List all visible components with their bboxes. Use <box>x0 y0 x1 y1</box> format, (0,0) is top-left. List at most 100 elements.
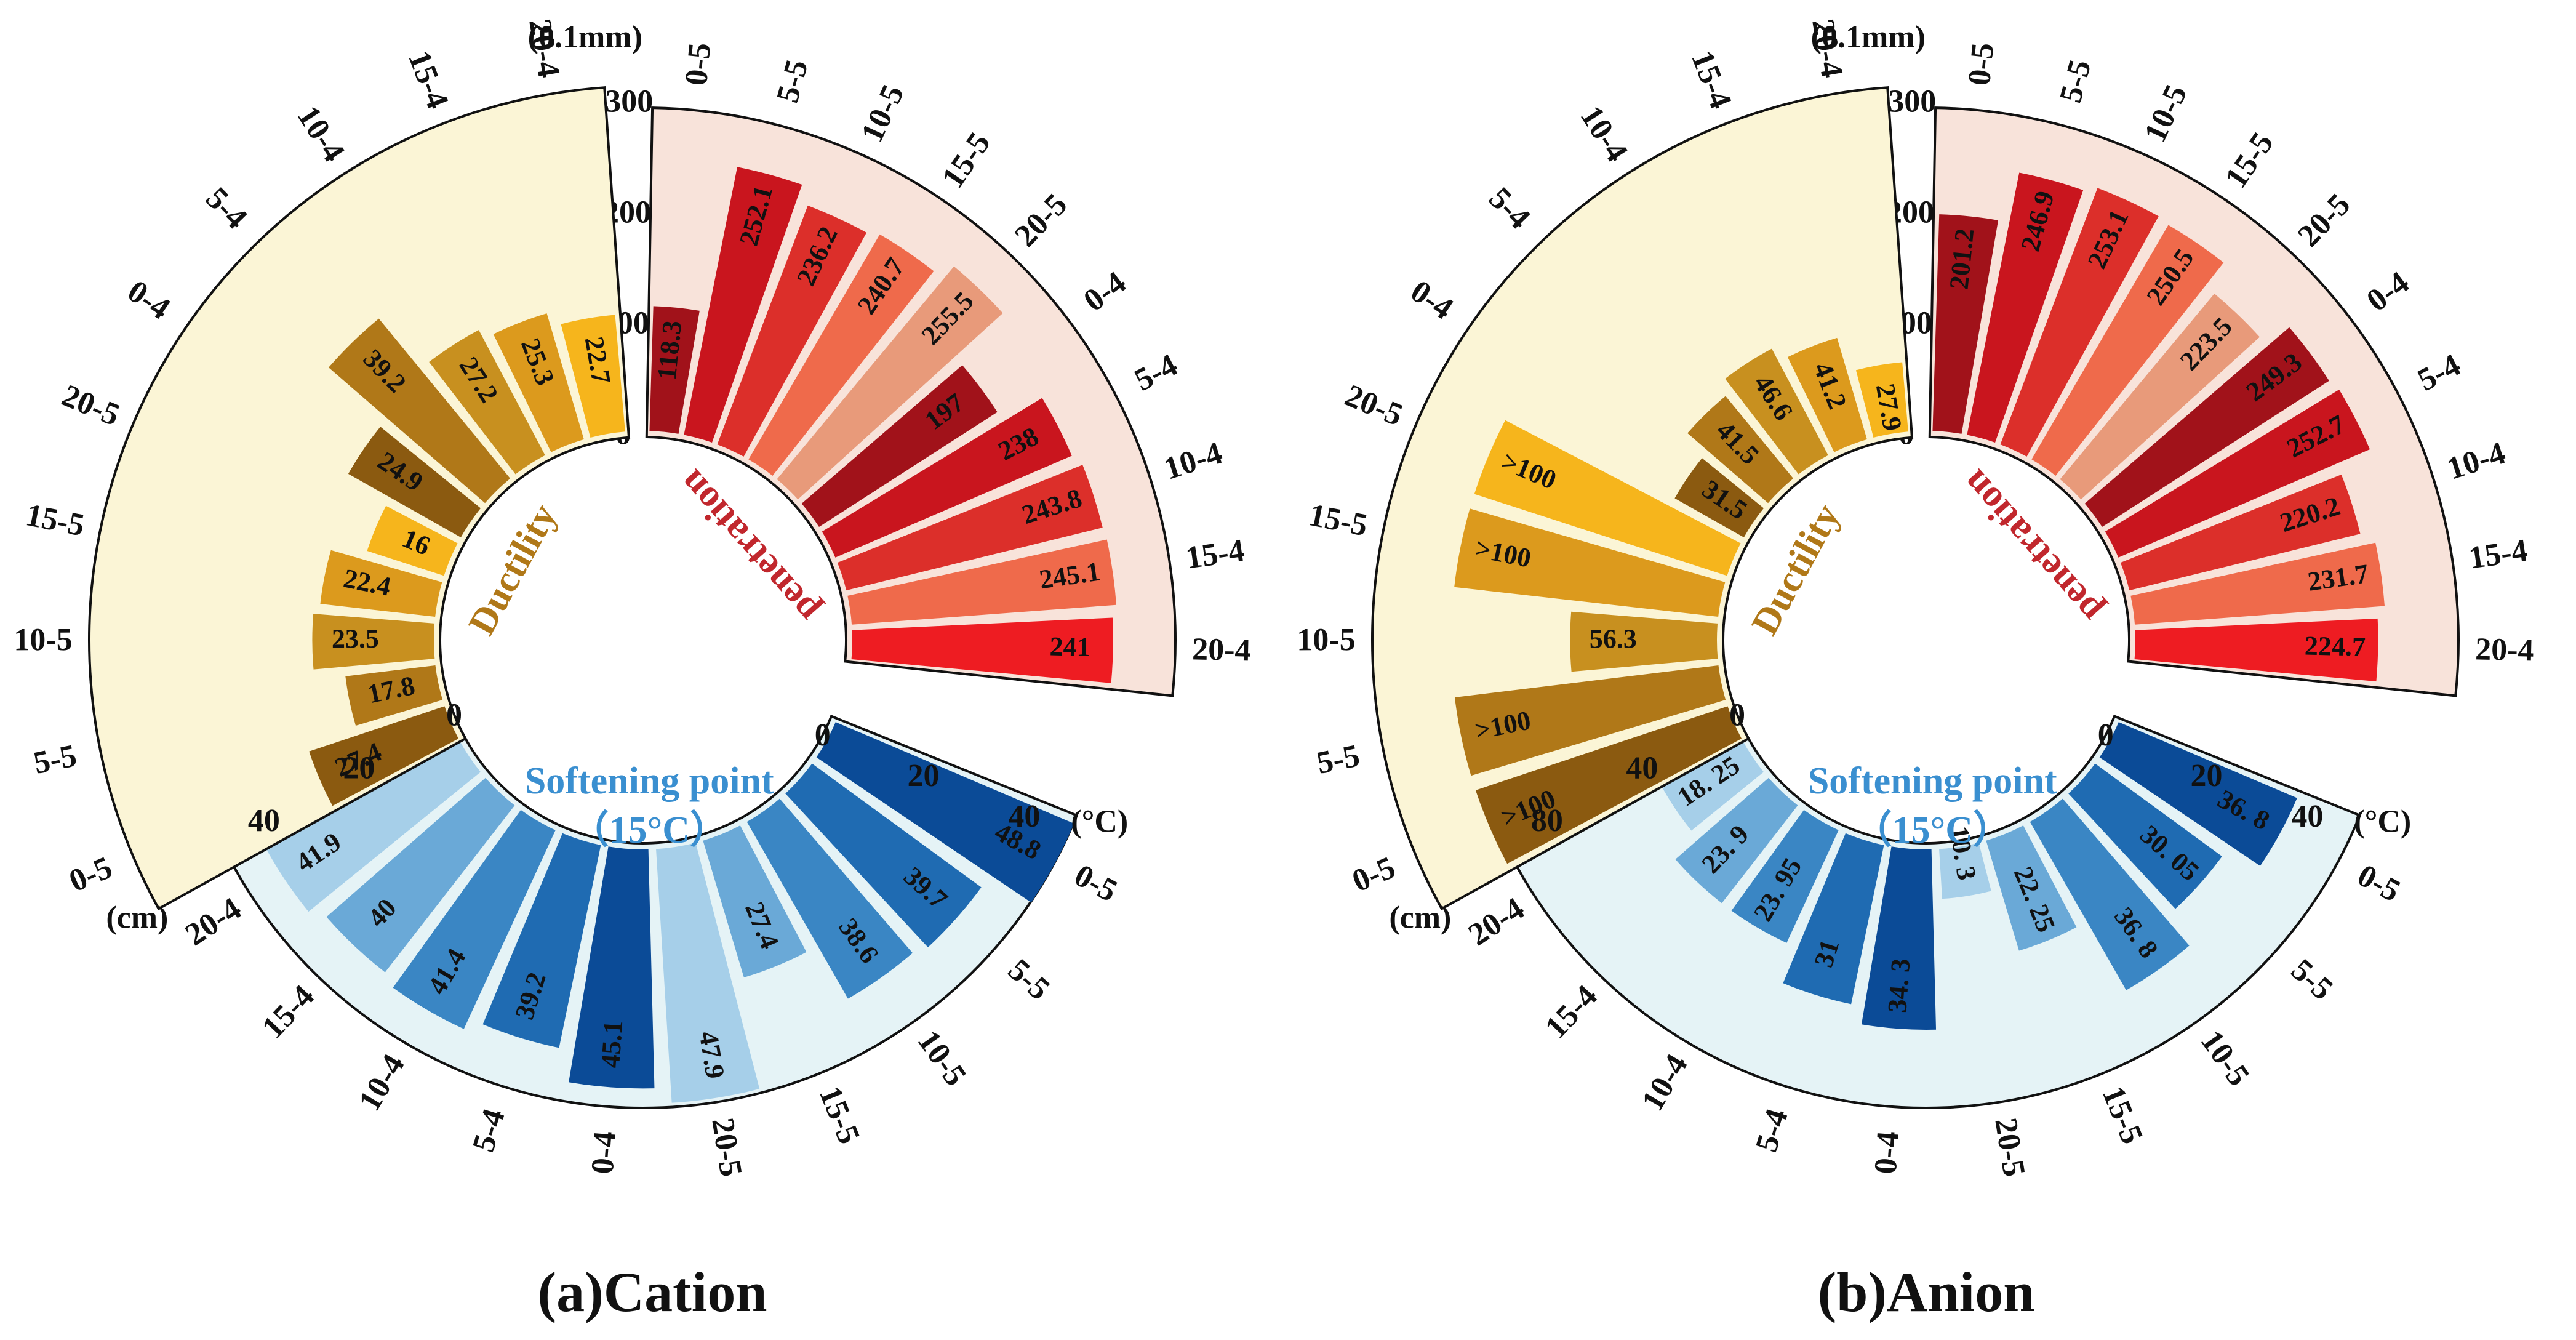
ductility-value-label: 56.3 <box>1590 624 1637 654</box>
ductility-bar <box>561 315 625 438</box>
panel-caption: (a)Cation <box>537 1261 767 1323</box>
penetration-category-label: 10-4 <box>1160 435 1226 486</box>
softening-bar <box>263 738 481 912</box>
ductility-bar <box>348 427 481 537</box>
penetration-bar <box>777 266 1003 500</box>
softening-category-label: 5-5 <box>1001 952 1057 1007</box>
softening-bar <box>2030 798 2190 990</box>
ductility-axis-tick: 0 <box>1729 698 1745 733</box>
penetration-category-label: 0-4 <box>2361 265 2416 318</box>
ductility-bar <box>1570 611 1718 672</box>
penetration-category-label: 15-5 <box>935 126 998 195</box>
ductility-axis-tick: 40 <box>1626 750 1658 785</box>
ductility-sector: >1000-5>1005-556.310-5>10015-5>10020-531… <box>1297 17 1914 936</box>
ductility-category-label: 15-5 <box>1306 497 1370 544</box>
penetration-sector: 118.30-5252.15-5236.210-5240.715-5255.52… <box>528 20 1252 697</box>
ductility-bar <box>1454 508 1726 617</box>
softening-bar <box>1675 777 1798 904</box>
softening-category-label: 10-5 <box>2194 1024 2257 1093</box>
ductility-bar <box>367 505 458 576</box>
penetration-unit-label: (0.1mm) <box>1811 20 1926 55</box>
penetration-category-label: 15-4 <box>2466 533 2530 576</box>
softening-value-label: 45.1 <box>595 1019 628 1069</box>
penetration-category-label: 5-5 <box>770 56 815 106</box>
softening-subtitle: （15°C） <box>1854 808 2011 851</box>
ductility-axis-tick: 20 <box>343 750 375 785</box>
penetration-category-label: 5-4 <box>1129 347 1183 398</box>
softening-category-label: 20-5 <box>705 1115 748 1179</box>
ductility-category-label: 5-4 <box>199 181 254 236</box>
penetration-category-label: 0-4 <box>1078 265 1133 318</box>
softening-category-label: 20-4 <box>1462 891 1530 953</box>
ductility-sector: 27.40-517.85-523.510-522.415-5 1620-524.9… <box>14 17 631 936</box>
ductility-bar <box>429 330 545 475</box>
ductility-axis-tick: 0 <box>446 698 462 733</box>
penetration-value-label: 224.7 <box>2304 631 2366 662</box>
ductility-category-label: 0-4 <box>121 273 176 326</box>
penetration-bar <box>2084 327 2329 528</box>
penetration-category-label: 10-4 <box>2443 435 2510 486</box>
penetration-bar <box>801 365 998 528</box>
softening-category-label: 20-4 <box>179 891 247 953</box>
softening-category-label: 5-5 <box>2284 952 2340 1007</box>
softening-bar <box>1659 738 1764 831</box>
softening-bar <box>1731 809 1839 943</box>
penetration-background <box>1928 106 2460 697</box>
ductility-bar <box>493 313 584 452</box>
penetration-category-label: 10-5 <box>2138 79 2194 147</box>
ductility-category-label: 10-5 <box>14 622 73 657</box>
penetration-category-label: 5-5 <box>2053 56 2098 106</box>
ductility-bar <box>1687 396 1794 504</box>
penetration-unit-label: (0.1mm) <box>528 20 642 55</box>
softening-value-label: 34. 3 <box>1882 958 1916 1014</box>
penetration-bar <box>684 167 802 443</box>
softening-category-label: 15-4 <box>1538 979 1604 1045</box>
softening-bar <box>1783 833 1884 1005</box>
ductility-bar <box>345 665 443 726</box>
softening-category-label: 10-5 <box>911 1024 974 1093</box>
penetration-bar <box>2130 542 2385 625</box>
softening-category-label: 5-4 <box>1749 1105 1795 1156</box>
penetration-bar <box>649 306 700 434</box>
ductility-bar <box>1674 458 1764 537</box>
ductility-category-label: 10-4 <box>290 100 352 168</box>
ductility-bar <box>1787 337 1867 452</box>
ductility-category-label: 5-4 <box>1482 181 1537 236</box>
softening-category-label: 10-4 <box>352 1048 412 1117</box>
softening-bar <box>656 843 760 1103</box>
ductility-category-label: 15-4 <box>401 46 455 114</box>
ductility-category-label: 5-5 <box>31 738 79 781</box>
softening-bar <box>746 798 913 999</box>
softening-value-label: 47.9 <box>694 1029 731 1081</box>
ductility-value-label: 23.5 <box>332 624 379 654</box>
softening-category-label: 15-4 <box>255 979 321 1045</box>
penetration-axis-tick: 300 <box>1888 84 1936 119</box>
softening-category-label: 10-4 <box>1635 1048 1695 1117</box>
ductility-category-label: 10-4 <box>1574 100 1635 168</box>
penetration-category-label: 15-4 <box>1183 533 1247 576</box>
ductility-bar <box>328 318 511 504</box>
penetration-bar <box>1967 172 2084 443</box>
ductility-bar <box>1474 420 1741 576</box>
softening-axis-tick: 20 <box>2191 758 2223 793</box>
penetration-bar <box>837 465 1103 591</box>
softening-bar <box>393 809 556 1029</box>
ductility-background <box>88 86 631 911</box>
penetration-category-label: 20-4 <box>1192 632 1252 668</box>
softening-bar <box>326 777 515 973</box>
penetration-bar <box>2000 188 2159 457</box>
panel-cation: 118.30-5252.15-5236.210-5240.715-5255.52… <box>14 17 1251 1323</box>
ductility-category-label: 15-4 <box>1684 46 1738 114</box>
penetration-category-label: 20-5 <box>2291 187 2357 254</box>
softening-axis-tick: 0 <box>2098 718 2114 753</box>
ductility-bar <box>1855 362 1908 438</box>
penetration-category-label: 20-4 <box>2475 632 2535 668</box>
softening-bar <box>785 763 982 948</box>
softening-title: Softening point <box>525 760 774 802</box>
softening-axis-tick: 0 <box>815 718 831 753</box>
softening-title: Softening point <box>1808 760 2057 802</box>
penetration-bar <box>2134 618 2378 682</box>
ductility-category-label: 20-5 <box>1340 378 1408 433</box>
softening-bar <box>1986 825 2077 951</box>
